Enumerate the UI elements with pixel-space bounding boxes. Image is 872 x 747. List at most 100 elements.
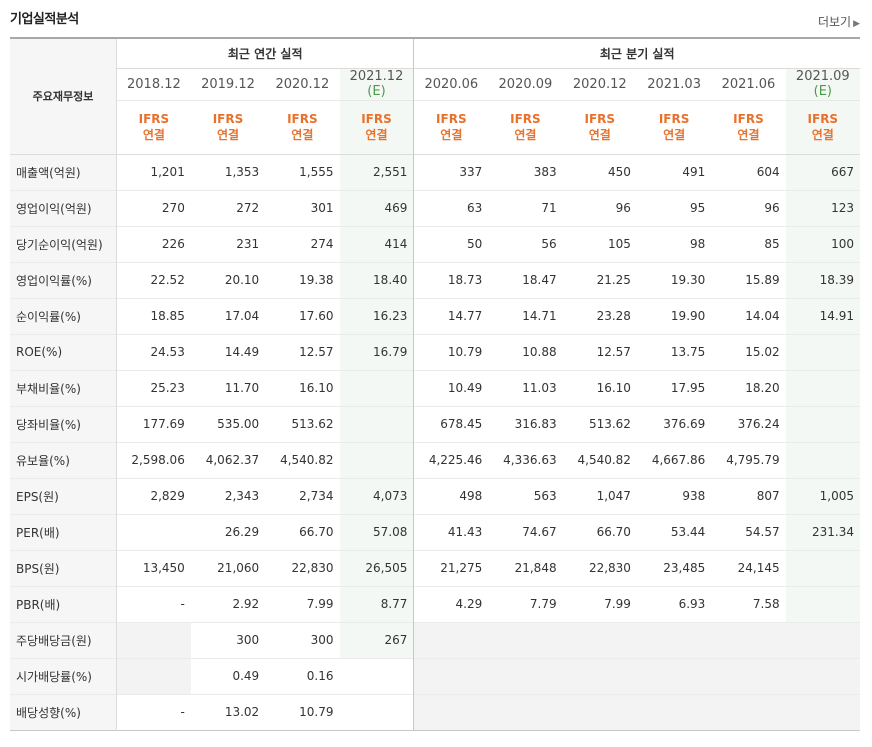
consolidated-label: 연결 (588, 128, 611, 142)
table-cell: 74.67 (522, 525, 557, 539)
table-row: PBR(배) - 2.92 7.99 8.77 4.29 7.79 7.99 6.93 7.58 (10, 586, 860, 622)
table-cell: - (180, 597, 185, 611)
ifrs-header: IFRS 연결 (339, 100, 415, 154)
table-cell: 26,505 (339, 550, 415, 586)
table-cell: 316.83 (514, 417, 557, 431)
consolidated-label: 연결 (142, 128, 165, 142)
table-cell: 54.57 (745, 525, 780, 539)
table-cell: 17.60 (299, 309, 334, 323)
table-cell (339, 370, 415, 406)
table-cell: 4,540.82 (577, 453, 631, 467)
table-cell: 18.40 (339, 262, 415, 298)
table-cell: 450 (608, 165, 631, 179)
table-cell (711, 658, 786, 694)
table-cell: 66.70 (299, 525, 334, 539)
table-cell: 8.77 (339, 586, 415, 622)
table-cell (785, 586, 860, 622)
table-cell: 57.08 (339, 514, 415, 550)
table-cell: 20.10 (224, 273, 260, 287)
period-label: 2021.06 (721, 76, 776, 92)
table-cell: 6.93 (678, 597, 706, 611)
ifrs-header: IFRS 연결 (265, 100, 339, 154)
period-header: 2019.12 (191, 68, 265, 100)
consolidated-label: 연결 (365, 128, 388, 142)
table-cell: 25.23 (150, 381, 185, 395)
table-row: 당좌비율(%) 177.69 535.00 513.62 678.45 316.83 513… (10, 406, 860, 442)
period-label: 2021.03 (647, 76, 701, 92)
table-cell: 4,795.79 (726, 453, 780, 467)
ifrs-header: IFRS 연결 (191, 100, 265, 154)
table-cell: 0.16 (306, 669, 334, 683)
period-label: 2020.12 (275, 76, 330, 92)
row-label: 유보율(%) (10, 442, 117, 478)
header-label: 주요재무정보 (10, 38, 117, 154)
table-cell (711, 622, 786, 658)
table-cell: 2,734 (299, 489, 334, 503)
period-header: 2021.12 (E) (339, 68, 415, 100)
estimate-mark: (E) (367, 84, 386, 99)
table-cell: 66.70 (596, 525, 631, 539)
ifrs-header: IFRS 연결 (637, 100, 711, 154)
table-cell: 96 (764, 201, 780, 215)
table-cell: 16.23 (339, 298, 415, 334)
consolidated-label: 연결 (663, 128, 686, 142)
table-cell: 22.52 (150, 273, 185, 287)
table-cell: 4,667.86 (651, 453, 706, 467)
table-cell: 105 (608, 237, 631, 251)
quarter-header: 최근 분기 실적 (599, 46, 675, 61)
table-cell (339, 406, 415, 442)
table-cell: 17.95 (670, 381, 706, 395)
period-label: 2021.12 (349, 69, 404, 84)
table-cell: 1,047 (596, 489, 631, 503)
table-cell: 274 (310, 237, 334, 251)
table-row: 부채비율(%) 25.23 11.70 16.10 10.49 11.03 16.10 17.… (10, 370, 860, 406)
table-cell: 10.79 (447, 345, 483, 359)
table-cell: 95 (690, 201, 706, 215)
table-cell (116, 658, 191, 694)
table-cell: 7.99 (604, 597, 631, 611)
table-cell (785, 334, 860, 370)
table-cell: 10.49 (447, 381, 483, 395)
table-cell: 71 (541, 201, 557, 215)
table-cell: 4.29 (455, 597, 483, 611)
table-cell (339, 658, 415, 694)
table-cell: 12.57 (596, 345, 631, 359)
table-cell: 491 (682, 165, 706, 179)
table-cell: 2,598.06 (131, 453, 185, 467)
ifrs-header: IFRS 연결 (414, 100, 488, 154)
table-cell: 16.79 (339, 334, 415, 370)
table-cell: 1,353 (224, 165, 260, 179)
row-label: 부채비율(%) (10, 370, 117, 406)
row-label: 순이익률(%) (10, 298, 117, 334)
table-cell: 11.70 (224, 381, 260, 395)
table-cell: 604 (756, 165, 780, 179)
period-header: 2020.12 (265, 68, 339, 100)
ifrs-label: IFRS (436, 112, 467, 126)
row-label: 당기순이익(억원) (10, 226, 117, 262)
period-label: 2021.09 (795, 69, 850, 84)
table-cell (562, 622, 637, 658)
table-cell (116, 514, 190, 550)
table-cell (562, 658, 637, 694)
table-cell: 10.88 (522, 345, 557, 359)
more-link[interactable]: 더보기 ▶ (818, 13, 860, 30)
table-cell (785, 550, 860, 586)
chevron-right-icon: ▶ (853, 19, 860, 29)
annual-header: 최근 연간 실적 (116, 38, 415, 68)
consolidated-label: 연결 (737, 128, 760, 142)
table-cell: 12.57 (299, 345, 334, 359)
row-label: PBR(배) (10, 586, 117, 622)
table-cell: 513.62 (291, 417, 334, 431)
table-cell: 270 (161, 201, 185, 215)
more-link-label[interactable]: 더보기 (817, 15, 852, 29)
table-cell: 14.49 (224, 345, 260, 359)
table-cell: 19.30 (670, 273, 706, 287)
table-cell: 13.02 (224, 705, 260, 719)
table-cell: 4,540.82 (280, 453, 334, 467)
table-cell: 2,343 (224, 489, 260, 503)
table-cell (413, 694, 489, 730)
ifrs-label: IFRS (510, 112, 541, 126)
table-cell: 21,848 (514, 561, 557, 575)
table-cell: 177.69 (142, 417, 185, 431)
consolidated-label: 연결 (216, 128, 240, 142)
